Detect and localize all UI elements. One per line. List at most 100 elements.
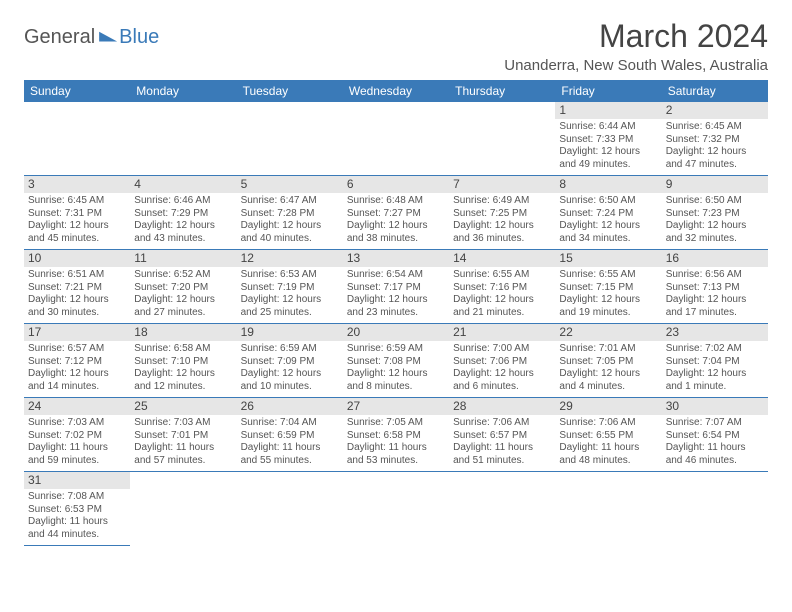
day-sunrise: Sunrise: 6:54 AM <box>347 269 445 282</box>
calendar-empty-cell <box>343 102 449 176</box>
day-daylight: Daylight: 12 hours and 4 minutes. <box>559 368 657 393</box>
calendar-day: 14 Sunrise: 6:55 AMSunset: 7:16 PMDayligh… <box>449 250 555 324</box>
day-daylight: Daylight: 12 hours and 25 minutes. <box>241 294 339 319</box>
calendar-day: 11Sunrise: 6:52 AMSunset: 7:20 PMDayligh… <box>130 250 236 324</box>
day-number: 19 <box>237 324 343 341</box>
weekday-row: SundayMondayTuesdayWednesdayThursdayFrid… <box>24 80 768 102</box>
day-sunrise: Sunrise: 6:47 AM <box>241 195 339 208</box>
calendar-day: 31Sunrise: 7:08 AMSunset: 6:53 PMDayligh… <box>24 472 130 546</box>
day-daylight: Daylight: 12 hours and 43 minutes. <box>134 220 232 245</box>
day-sunset: Sunset: 7:06 PM <box>453 356 551 369</box>
day-sunset: Sunset: 7:33 PM <box>559 134 657 147</box>
day-sunrise: Sunrise: 6:49 AM <box>453 195 551 208</box>
day-number: 22 <box>555 324 661 341</box>
day-sunset: Sunset: 7:16 PM <box>453 282 551 295</box>
day-number: 11 <box>130 250 236 267</box>
day-sunset: Sunset: 7:31 PM <box>28 208 126 221</box>
logo: General Blue <box>24 26 159 49</box>
day-number: 16 <box>662 250 768 267</box>
calendar-row: 17Sunrise: 6:57 AMSunset: 7:12 PMDayligh… <box>24 324 768 398</box>
day-sunrise: Sunrise: 6:55 AM <box>453 269 551 282</box>
calendar-body: 1Sunrise: 6:44 AMSunset: 7:33 PMDaylight… <box>24 102 768 546</box>
calendar-day: 13Sunrise: 6:54 AMSunset: 7:17 PMDayligh… <box>343 250 449 324</box>
day-number: 24 <box>24 398 130 415</box>
day-sunset: Sunset: 6:54 PM <box>666 430 764 443</box>
calendar-empty-cell <box>343 472 449 546</box>
day-daylight: Daylight: 12 hours and 8 minutes. <box>347 368 445 393</box>
day-sunrise: Sunrise: 6:59 AM <box>241 343 339 356</box>
day-daylight: Daylight: 12 hours and 12 minutes. <box>134 368 232 393</box>
day-daylight: Daylight: 12 hours and 21 minutes. <box>453 294 551 319</box>
day-daylight: Daylight: 12 hours and 19 minutes. <box>559 294 657 319</box>
calendar-day: 12Sunrise: 6:53 AMSunset: 7:19 PMDayligh… <box>237 250 343 324</box>
calendar-empty-cell <box>237 472 343 546</box>
calendar-empty-cell <box>130 102 236 176</box>
calendar: SundayMondayTuesdayWednesdayThursdayFrid… <box>24 80 768 546</box>
day-number: 5 <box>237 176 343 193</box>
calendar-day: 21Sunrise: 7:00 AMSunset: 7:06 PMDayligh… <box>449 324 555 398</box>
day-number: 8 <box>555 176 661 193</box>
calendar-day: 9Sunrise: 6:50 AMSunset: 7:23 PMDaylight… <box>662 176 768 250</box>
day-sunset: Sunset: 7:13 PM <box>666 282 764 295</box>
calendar-empty-cell <box>237 102 343 176</box>
day-number: 31 <box>24 472 130 489</box>
day-number: 2 <box>662 102 768 119</box>
day-daylight: Daylight: 12 hours and 6 minutes. <box>453 368 551 393</box>
calendar-row: 24Sunrise: 7:03 AMSunset: 7:02 PMDayligh… <box>24 398 768 472</box>
day-sunrise: Sunrise: 7:02 AM <box>666 343 764 356</box>
day-sunset: Sunset: 7:20 PM <box>134 282 232 295</box>
day-daylight: Daylight: 12 hours and 14 minutes. <box>28 368 126 393</box>
day-sunset: Sunset: 7:29 PM <box>134 208 232 221</box>
calendar-day: 5Sunrise: 6:47 AMSunset: 7:28 PMDaylight… <box>237 176 343 250</box>
location: Unanderra, New South Wales, Australia <box>504 57 768 74</box>
calendar-day: 1Sunrise: 6:44 AMSunset: 7:33 PMDaylight… <box>555 102 661 176</box>
calendar-day: 4Sunrise: 6:46 AMSunset: 7:29 PMDaylight… <box>130 176 236 250</box>
day-sunset: Sunset: 7:17 PM <box>347 282 445 295</box>
day-sunrise: Sunrise: 6:56 AM <box>666 269 764 282</box>
day-number: 12 <box>237 250 343 267</box>
day-sunset: Sunset: 6:57 PM <box>453 430 551 443</box>
day-daylight: Daylight: 12 hours and 23 minutes. <box>347 294 445 319</box>
day-number: 10 <box>24 250 130 267</box>
day-sunset: Sunset: 7:02 PM <box>28 430 126 443</box>
title-block: March 2024 Unanderra, New South Wales, A… <box>504 18 768 74</box>
calendar-day: 22Sunrise: 7:01 AMSunset: 7:05 PMDayligh… <box>555 324 661 398</box>
calendar-empty-cell <box>449 472 555 546</box>
weekday-header: Wednesday <box>343 80 449 102</box>
day-number: 27 <box>343 398 449 415</box>
day-daylight: Daylight: 11 hours and 48 minutes. <box>559 442 657 467</box>
day-sunrise: Sunrise: 6:44 AM <box>559 121 657 134</box>
day-sunset: Sunset: 7:28 PM <box>241 208 339 221</box>
day-number: 14 <box>449 250 555 267</box>
calendar-day: 30Sunrise: 7:07 AMSunset: 6:54 PMDayligh… <box>662 398 768 472</box>
day-daylight: Daylight: 12 hours and 47 minutes. <box>666 146 764 171</box>
calendar-empty-cell <box>662 472 768 546</box>
day-sunset: Sunset: 7:19 PM <box>241 282 339 295</box>
day-number: 6 <box>343 176 449 193</box>
day-number: 21 <box>449 324 555 341</box>
day-sunset: Sunset: 6:55 PM <box>559 430 657 443</box>
day-sunrise: Sunrise: 7:04 AM <box>241 417 339 430</box>
calendar-empty-cell <box>130 472 236 546</box>
day-sunset: Sunset: 7:24 PM <box>559 208 657 221</box>
calendar-row: 3Sunrise: 6:45 AMSunset: 7:31 PMDaylight… <box>24 176 768 250</box>
calendar-day: 25Sunrise: 7:03 AMSunset: 7:01 PMDayligh… <box>130 398 236 472</box>
day-sunset: Sunset: 7:21 PM <box>28 282 126 295</box>
day-sunrise: Sunrise: 6:50 AM <box>559 195 657 208</box>
calendar-day: 6Sunrise: 6:48 AMSunset: 7:27 PMDaylight… <box>343 176 449 250</box>
day-sunrise: Sunrise: 7:06 AM <box>559 417 657 430</box>
day-sunset: Sunset: 7:12 PM <box>28 356 126 369</box>
logo-text-general: General <box>24 26 95 49</box>
day-sunset: Sunset: 7:23 PM <box>666 208 764 221</box>
day-sunset: Sunset: 7:08 PM <box>347 356 445 369</box>
weekday-header: Saturday <box>662 80 768 102</box>
day-daylight: Daylight: 12 hours and 10 minutes. <box>241 368 339 393</box>
day-sunset: Sunset: 6:58 PM <box>347 430 445 443</box>
day-sunset: Sunset: 6:53 PM <box>28 504 126 517</box>
header: General Blue March 2024 Unanderra, New S… <box>24 18 768 74</box>
logo-text-blue: Blue <box>119 26 159 49</box>
weekday-header: Thursday <box>449 80 555 102</box>
day-daylight: Daylight: 11 hours and 51 minutes. <box>453 442 551 467</box>
calendar-row: 10Sunrise: 6:51 AMSunset: 7:21 PMDayligh… <box>24 250 768 324</box>
calendar-day: 15Sunrise: 6:55 AMSunset: 7:15 PMDayligh… <box>555 250 661 324</box>
